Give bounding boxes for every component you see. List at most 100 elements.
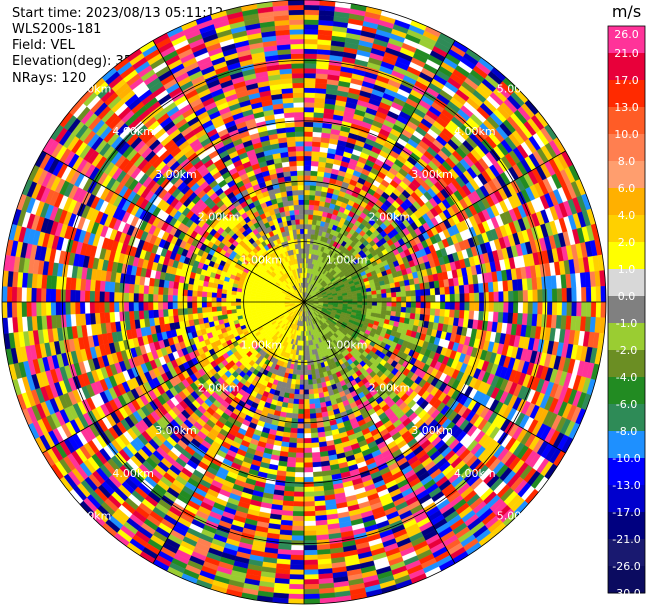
ppi-gate: [395, 306, 402, 313]
ppi-gate: [454, 293, 461, 303]
ppi-gate: [367, 298, 373, 303]
ppi-gate: [474, 301, 480, 312]
ppi-gate: [305, 335, 309, 342]
ppi-gate: [303, 155, 312, 162]
ppi-gate: [440, 294, 446, 303]
ppi-gate: [303, 350, 307, 356]
ppi-gate: [311, 151, 320, 157]
ppi-gate: [542, 289, 548, 303]
ppi-gate: [288, 447, 297, 453]
ppi-gate: [464, 293, 470, 303]
ppi-gate: [440, 301, 446, 310]
ppi-gate: [314, 398, 321, 404]
ppi-gate: [290, 549, 305, 556]
ppi-gate: [307, 369, 312, 376]
ppi-gate: [307, 224, 313, 230]
ppi-gate: [493, 301, 499, 313]
ppi-gate: [581, 301, 587, 317]
ppi-gate: [310, 432, 319, 439]
ppi-gate: [303, 131, 314, 137]
ppi-gate: [409, 313, 416, 320]
ppi-gate: [289, 432, 298, 439]
instrument-label: WLS200s-181: [12, 22, 102, 37]
ppi-gate: [312, 461, 322, 468]
ppi-gate: [400, 285, 406, 292]
ppi-gate: [303, 53, 318, 59]
ppi-gate: [566, 287, 573, 303]
ppi-gate: [517, 301, 524, 314]
ppi-gate: [401, 296, 407, 303]
ppi-gate: [303, 63, 317, 69]
ppi-gate: [303, 476, 314, 483]
ppi-gate: [306, 355, 311, 361]
ppi-gate: [595, 286, 602, 303]
ppi-gate: [551, 301, 558, 316]
ppi-gate: [297, 408, 305, 415]
ppi-gate: [386, 297, 392, 303]
ppi-gate: [303, 549, 318, 556]
ppi-gate: [434, 287, 441, 296]
ppi-gate: [303, 165, 312, 171]
ppi-gate: [488, 301, 495, 313]
ppi-gate: [314, 500, 326, 507]
ppi-gate: [406, 296, 412, 303]
ppi-gate: [295, 452, 305, 459]
ppi-gate: [287, 456, 296, 463]
ppi-gate: [303, 9, 320, 16]
ppi-gate: [313, 490, 325, 497]
ppi-gate: [303, 433, 312, 439]
ppi-gate: [285, 412, 293, 419]
ppi-gate: [309, 185, 317, 191]
ppi-gate: [298, 394, 305, 400]
ppi-gate: [299, 384, 305, 390]
ppi-gate: [508, 301, 514, 314]
ppi-gate: [400, 291, 407, 298]
ppi-gate: [357, 298, 363, 303]
ppi-gate: [311, 442, 320, 449]
ppi-gate: [303, 593, 320, 600]
ppi-gate: [303, 48, 318, 55]
ppi-gate: [289, 564, 305, 571]
ppi-gate: [444, 309, 451, 318]
ppi-gate: [311, 146, 321, 152]
ppi-gate: [303, 228, 308, 235]
ppi-gate: [311, 447, 320, 453]
ppi-gate: [303, 58, 317, 64]
ppi-gate: [287, 398, 294, 404]
ppi-gate: [314, 97, 326, 104]
ppi-gate: [488, 291, 495, 303]
ppi-gate: [429, 288, 436, 296]
ppi-gate: [290, 427, 298, 434]
ppi-gate: [303, 150, 313, 157]
ppi-gate: [391, 292, 397, 298]
ppi-gate: [294, 472, 305, 478]
ppi-gate: [315, 412, 323, 419]
ppi-gate: [303, 404, 310, 410]
ppi-gate: [293, 501, 305, 507]
ppi-gate: [566, 301, 573, 317]
ppi-gate: [376, 289, 382, 295]
ppi-gate: [303, 184, 311, 191]
ppi-gate: [293, 496, 305, 502]
ppi-gate: [286, 407, 293, 414]
ppi-gate: [371, 301, 378, 306]
ppi-gate: [303, 199, 310, 205]
ppi-gate: [459, 301, 465, 311]
ppi-gate: [311, 452, 321, 458]
ppi-gate: [303, 384, 309, 390]
ppi-gate: [286, 466, 296, 473]
ppi-gate: [468, 284, 475, 294]
ppi-gate: [303, 447, 313, 454]
ppi-gate: [478, 301, 485, 312]
ppi-gate: [303, 598, 320, 605]
ppi-gate: [290, 559, 305, 566]
ppi-gate: [405, 307, 412, 314]
ppi-gate: [312, 136, 322, 143]
ppi-gate: [395, 311, 402, 318]
ppi-gate: [410, 307, 417, 314]
ppi-gate: [435, 294, 441, 303]
ppi-gate: [313, 204, 320, 211]
ppi-gate: [303, 219, 309, 225]
ppi-gate: [308, 204, 315, 211]
ppi-gate: [513, 290, 519, 303]
